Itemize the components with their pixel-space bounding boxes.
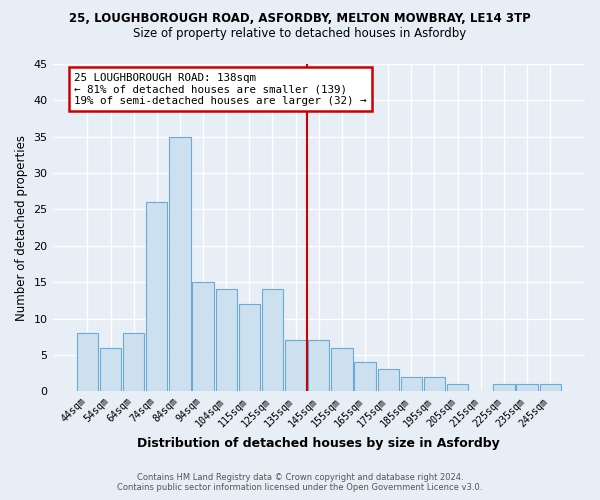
Bar (123, 333, 145, 392)
Bar (100, 348, 121, 392)
Bar (401, 376, 422, 392)
Bar (447, 384, 468, 392)
Bar (308, 340, 329, 392)
Bar (377, 370, 399, 392)
Text: 25, LOUGHBOROUGH ROAD, ASFORDBY, MELTON MOWBRAY, LE14 3TP: 25, LOUGHBOROUGH ROAD, ASFORDBY, MELTON … (69, 12, 531, 26)
Bar (424, 376, 445, 392)
Text: Contains HM Land Registry data © Crown copyright and database right 2024.
Contai: Contains HM Land Registry data © Crown c… (118, 473, 482, 492)
Bar (169, 136, 191, 392)
Bar (262, 290, 283, 392)
Text: Size of property relative to detached houses in Asfordby: Size of property relative to detached ho… (133, 28, 467, 40)
Bar (215, 290, 237, 392)
Y-axis label: Number of detached properties: Number of detached properties (15, 134, 28, 320)
Bar (331, 348, 353, 392)
Bar (193, 282, 214, 392)
Bar (355, 362, 376, 392)
Bar (285, 340, 306, 392)
Bar (239, 304, 260, 392)
Bar (539, 384, 561, 392)
Bar (146, 202, 167, 392)
Bar (77, 333, 98, 392)
X-axis label: Distribution of detached houses by size in Asfordby: Distribution of detached houses by size … (137, 437, 500, 450)
Bar (493, 384, 515, 392)
Bar (517, 384, 538, 392)
Text: 25 LOUGHBOROUGH ROAD: 138sqm
← 81% of detached houses are smaller (139)
19% of s: 25 LOUGHBOROUGH ROAD: 138sqm ← 81% of de… (74, 72, 367, 106)
